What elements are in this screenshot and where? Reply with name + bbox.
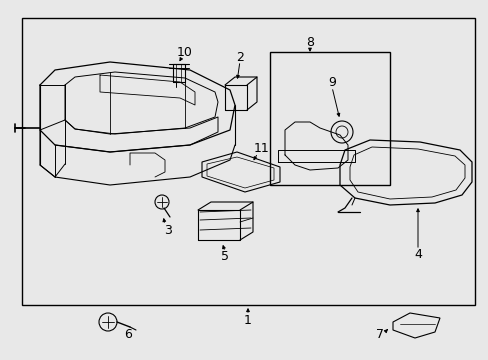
Text: 7: 7 (375, 328, 383, 342)
Text: 5: 5 (221, 251, 228, 264)
Text: 9: 9 (327, 76, 335, 89)
Text: 4: 4 (413, 248, 421, 261)
Bar (22, 18, 474, 305)
Text: 8: 8 (305, 36, 313, 49)
Text: 10: 10 (177, 45, 193, 59)
Bar (269, 52, 389, 185)
Text: 6: 6 (124, 328, 132, 342)
Text: 2: 2 (236, 50, 244, 63)
Text: 11: 11 (254, 141, 269, 154)
Text: 3: 3 (164, 224, 172, 237)
Text: 1: 1 (244, 314, 251, 327)
